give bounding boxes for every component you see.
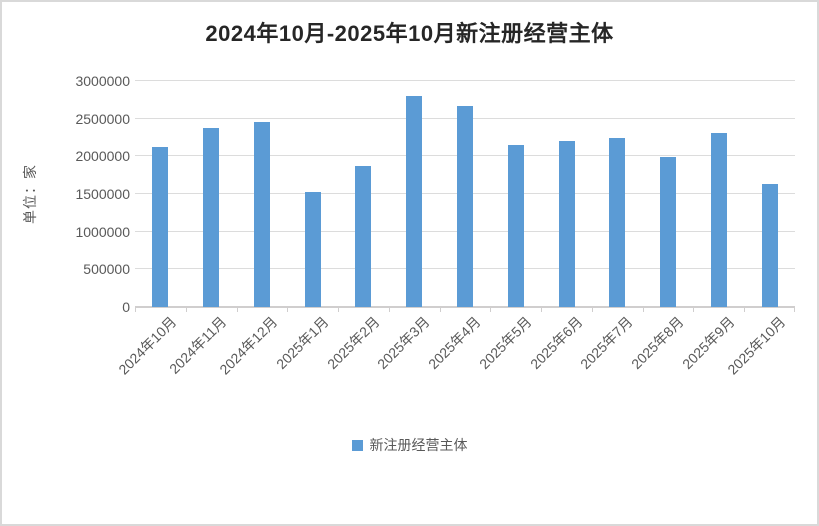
bar-2024年12月	[253, 122, 270, 307]
bar-2025年5月	[507, 145, 524, 307]
x-axis-tick	[642, 307, 644, 312]
bar-2025年4月	[457, 105, 473, 307]
y-axis-title-text: 单位：家	[22, 164, 38, 224]
bar-2025年3月	[406, 96, 423, 307]
bar-2025年7月	[609, 137, 626, 307]
x-axis-tick	[338, 307, 340, 312]
x-tick-label-text: 2025年5月	[475, 313, 535, 373]
plot-area	[135, 80, 795, 312]
y-axis-title: 单位：家	[18, 81, 42, 307]
x-axis-tick	[135, 307, 136, 312]
legend-swatch	[351, 439, 363, 451]
x-tick-label-text: 2025年7月	[577, 313, 637, 373]
y-tick-label: 1500000	[75, 186, 130, 202]
y-tick-label: 2000000	[75, 148, 130, 165]
legend-label: 新注册经营主体	[369, 437, 468, 453]
chart-title: 2024年10月-2025年10月新注册经营主体	[205, 21, 614, 46]
bar-2025年9月	[710, 132, 727, 307]
x-axis-tick	[439, 307, 441, 312]
y-tick-label: 2500000	[75, 110, 130, 127]
x-tick-label-text: 2025年1月	[272, 313, 332, 373]
bar-2025年2月	[355, 166, 372, 307]
y-tick-label: 1000000	[75, 223, 130, 240]
x-axis-tick	[185, 307, 187, 312]
bar-2024年11月	[203, 127, 220, 307]
y-tick-label: 0	[122, 299, 130, 315]
bar-2025年10月	[761, 184, 778, 307]
x-axis-tick	[591, 307, 593, 312]
bar-2025年6月	[558, 140, 575, 307]
x-tick-label-text: 2025年3月	[374, 313, 433, 373]
x-axis-line	[135, 306, 795, 308]
legend: 新注册经营主体	[2, 435, 817, 455]
x-tick-label-text: 2025年2月	[323, 313, 383, 373]
x-axis-tick	[287, 307, 289, 312]
y-axis-labels: 0 500000 1000000 1500000 2000000 2500000 30000…	[40, 74, 130, 314]
x-axis-tick	[744, 307, 746, 312]
gridline	[135, 80, 795, 81]
y-tick-label: 3000000	[75, 73, 130, 89]
x-axis-tick	[388, 307, 390, 312]
bar-2025年1月	[304, 191, 321, 307]
x-tick-label-text: 2025年6月	[526, 313, 586, 373]
x-axis-tick	[541, 307, 543, 312]
y-tick-label: 500000	[83, 261, 130, 278]
x-axis-labels: 2024年10月 2024年11月 2024年12月 2025年1月 2025年2月 20…	[115, 312, 795, 407]
bar-2024年10月	[152, 147, 169, 307]
x-axis-tick	[794, 307, 795, 312]
x-axis-tick	[236, 307, 238, 312]
x-tick-label-text: 2025年4月	[425, 313, 484, 373]
x-tick-label-text: 2025年8月	[628, 313, 687, 373]
bar-2025年8月	[660, 157, 677, 307]
x-axis-tick	[693, 307, 695, 312]
x-axis-tick	[490, 307, 492, 312]
